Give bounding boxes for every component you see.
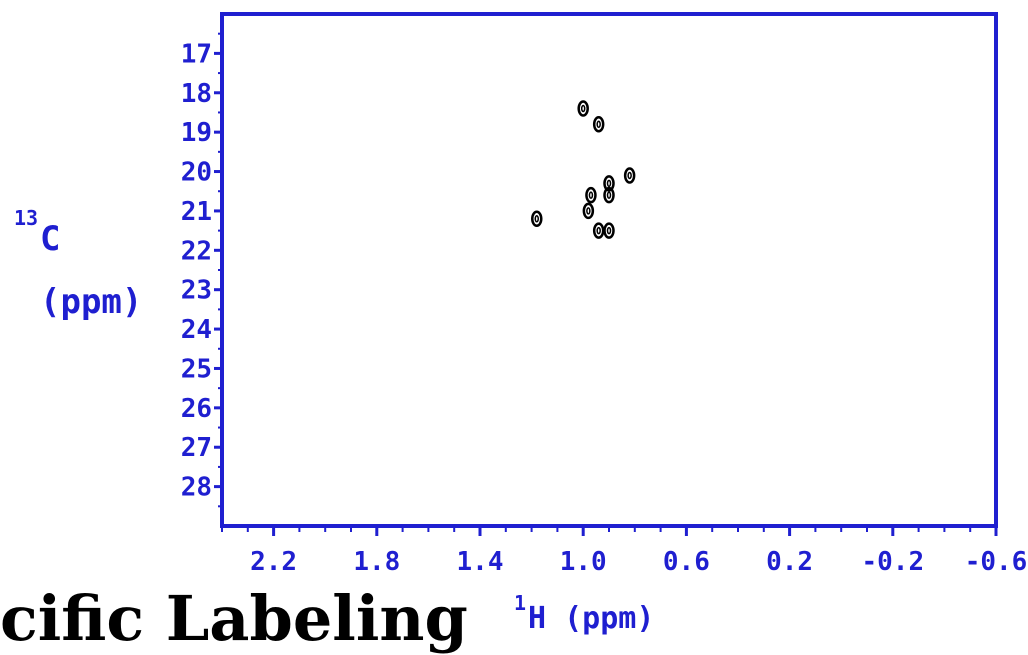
peak-contour-inner <box>606 226 612 235</box>
y-tick-label: 17 <box>181 39 212 69</box>
x-tick-label: -0.6 <box>965 547 1028 577</box>
y-tick-label: 20 <box>181 158 212 188</box>
x-tick-label: 1.8 <box>353 547 400 577</box>
peak-contour-inner <box>580 104 586 113</box>
peak-contour <box>603 175 615 192</box>
peak-contour-inner <box>596 226 601 235</box>
x-axis-label: H (ppm) <box>528 601 654 636</box>
y-axis-label-nucleus: C <box>40 219 60 259</box>
y-tick-label: 25 <box>181 354 212 384</box>
peak-contour <box>592 116 605 133</box>
peak-contour <box>585 186 597 204</box>
y-tick-label: 19 <box>181 118 212 148</box>
x-tick-label: 1.0 <box>560 547 607 577</box>
x-axis-label-superscript: 1 <box>514 591 526 615</box>
peak-contour-inner <box>534 215 540 223</box>
peak-contour <box>577 100 589 117</box>
y-tick-label: 28 <box>181 473 212 503</box>
y-axis-label-superscript: 13 <box>14 206 38 230</box>
x-tick-label: 2.2 <box>250 547 297 577</box>
y-tick-label: 22 <box>181 236 212 266</box>
y-tick-label: 18 <box>181 79 212 109</box>
peak-contour-inner <box>588 191 594 199</box>
y-tick-label: 21 <box>181 197 212 227</box>
peak-contour <box>592 222 605 239</box>
peak-contour <box>603 186 615 204</box>
peak-contour <box>603 222 615 239</box>
x-tick-label: 1.4 <box>457 547 504 577</box>
y-tick-label: 24 <box>181 315 212 345</box>
x-tick-label: 0.2 <box>766 547 813 577</box>
y-tick-label: 23 <box>181 276 212 306</box>
peak-contour <box>582 202 595 220</box>
plot-frame <box>220 12 998 528</box>
peak-contour-inner <box>606 191 612 199</box>
peak-contour-inner <box>586 207 591 215</box>
y-tick-label: 27 <box>181 433 212 463</box>
partial-slide-text: cific Labeling <box>0 582 468 655</box>
y-axis-label-unit: (ppm) <box>40 282 142 322</box>
peak-contour-inner <box>627 171 632 180</box>
peak-contour <box>623 167 636 184</box>
x-tick-label: 0.6 <box>663 547 710 577</box>
ticks-layer: 17 18 19 20 21 22 23 24 25 26 27 28 2.2 1.8 1.4 1.0 0.6 0… <box>181 32 1028 577</box>
y-tick-label: 26 <box>181 394 212 424</box>
peak-contour-inner <box>596 120 601 129</box>
peak-contour-inner <box>606 179 612 188</box>
peak-contour <box>531 210 543 228</box>
peaks-layer <box>531 100 636 239</box>
labels-layer: 13 C (ppm) 1 H (ppm) <box>14 206 654 636</box>
x-tick-label: -0.2 <box>861 547 924 577</box>
nmr-spectrum-chart: 17 18 19 20 21 22 23 24 25 26 27 28 2.2 1.8 1.4 1.0 0.6 0… <box>14 12 1028 636</box>
